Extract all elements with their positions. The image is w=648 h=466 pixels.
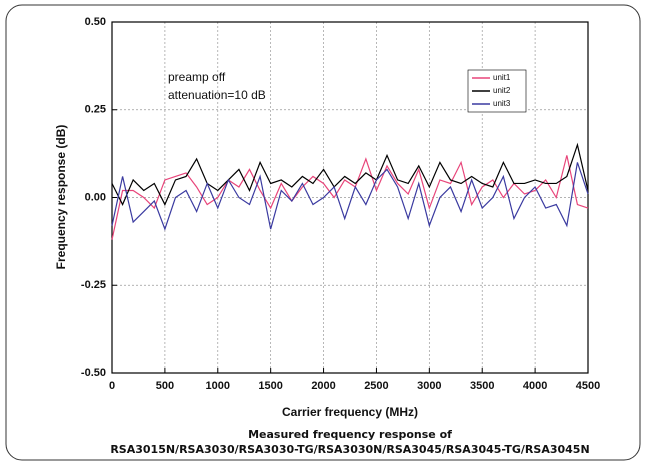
y-tick-label: -0.50 [81, 367, 106, 379]
legend-label: unit1 [493, 73, 511, 82]
y-tick-label: 0.00 [85, 191, 106, 203]
legend-label: unit3 [493, 99, 511, 108]
x-tick-label: 3500 [470, 380, 494, 392]
y-tick-label: -0.25 [81, 279, 106, 291]
x-tick-label: 1500 [258, 380, 282, 392]
x-tick-label: 3000 [417, 380, 441, 392]
y-axis-title: Frequency response (dB) [54, 125, 68, 270]
x-tick-label: 4000 [523, 380, 547, 392]
y-tick-label: 0.25 [85, 104, 106, 116]
x-tick-label: 500 [156, 380, 174, 392]
annotation: preamp off [168, 70, 226, 84]
series-line [111, 162, 589, 231]
x-tick-label: 4500 [576, 380, 600, 392]
x-axis-title: Carrier frequency (MHz) [282, 405, 418, 419]
x-tick-label: 2500 [364, 380, 388, 392]
y-tick-label: 0.50 [85, 16, 106, 28]
series-line [111, 155, 589, 240]
annotation: attenuation=10 dB [168, 88, 266, 102]
x-tick-label: 2000 [311, 380, 335, 392]
x-tick-label: 1000 [206, 380, 230, 392]
caption: RSA3015N/RSA3030/RSA3030-TG/RSA3030N/RSA… [110, 443, 589, 456]
legend-label: unit2 [493, 86, 511, 95]
caption: Measured frequency response of [248, 428, 452, 441]
plot-frame [111, 21, 589, 374]
x-tick-label: 0 [109, 380, 115, 392]
series-line [111, 142, 589, 206]
frame [5, 4, 641, 461]
